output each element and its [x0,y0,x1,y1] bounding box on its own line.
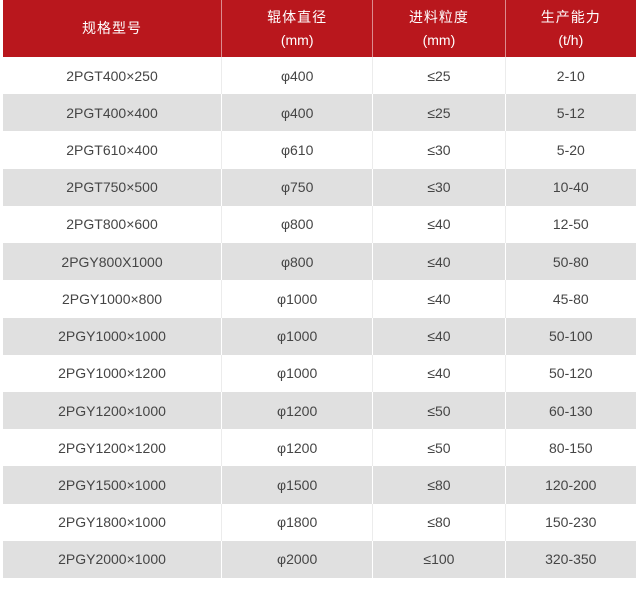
table-row: 2PGT750×500 φ750 ≤30 10-40 [3,168,636,206]
table-cell: 80-150 [549,439,593,456]
table-cell: 50-120 [549,365,593,382]
table-cell: ≤40 [373,280,506,318]
table-cell: 2PGY800X1000 [3,243,223,281]
header-cell-feed-size: 进料粒度 (mm) [373,0,506,57]
table-cell: φ1000 [222,317,374,355]
table-cell: ≤40 [373,205,506,244]
table-cell: 12-50 [552,216,589,233]
table-cell: 2-10 [556,67,585,84]
table-cell: 2PGT750×500 [3,168,223,206]
table-cell: 2PGT800×600 [3,205,223,244]
header-cell-roller-diameter: 辊体直径 (mm) [222,0,374,57]
table-row: 2PGT400×400 φ400 ≤25 5-12 [3,94,636,132]
table-row: 2PGT400×250 φ400 ≤25 2-10 [3,57,636,95]
table-cell: 5-20 [556,142,585,159]
table-cell: 2PGY1200×1200 [3,429,223,467]
table-cell: ≤80 [373,503,506,541]
table-cell: 2PGT400×250 [3,57,223,95]
table-cell: 150-230 [545,514,597,531]
table-cell: φ400 [222,57,374,95]
header-label: 生产能力 [540,8,601,25]
table-cell: φ1000 [222,354,374,392]
table-cell: ≤25 [373,94,506,132]
table-cell: ≤50 [373,391,506,430]
header-unit: (mm) [280,31,314,48]
table-row: 2PGT610×400 φ610 ≤30 5-20 [3,131,636,169]
table-cell: ≤40 [373,243,506,281]
table-cell: 2PGY1000×800 [3,280,223,318]
table-cell: ≤80 [373,466,506,504]
table-cell: 2PGY2000×1000 [3,540,223,579]
header-label: 进料粒度 [408,8,469,25]
table-cell: φ2000 [222,540,374,579]
table-cell: φ1200 [222,429,374,467]
table-row: 2PGY1000×800 φ1000 ≤40 45-80 [3,280,636,318]
table-header-row: 规格型号 辊体直径 (mm) 进料粒度 (mm) 生产能力 (t/h) [3,0,636,57]
table-cell: 2PGY1200×1000 [3,391,223,430]
header-unit: (t/h) [558,31,584,48]
table-cell: 2PGY1800×1000 [3,503,223,541]
table-cell: φ1500 [222,466,374,504]
table-cell: ≤25 [373,57,506,95]
table-cell: 45-80 [552,290,589,307]
table-cell: ≤50 [373,429,506,467]
table-row: 2PGY1000×1200 φ1000 ≤40 50-120 [3,354,636,392]
table-cell: φ400 [222,94,374,132]
table-cell: 2PGT610×400 [3,131,223,169]
header-cell-capacity: 生产能力 (t/h) [506,0,636,57]
table-cell: φ1200 [222,391,374,430]
table-row: 2PGY1200×1000 φ1200 ≤50 60-130 [3,391,636,430]
table-row: 2PGY1500×1000 φ1500 ≤80 120-200 [3,466,636,504]
table-cell: ≤40 [373,317,506,355]
product-spec-table: 规格型号 辊体直径 (mm) 进料粒度 (mm) 生产能力 (t/h) 2PGT… [3,0,636,579]
table-cell: φ800 [222,243,374,281]
header-unit: (mm) [422,31,456,48]
table-cell: 2PGY1500×1000 [3,466,223,504]
table-cell: ≤30 [373,168,506,206]
table-cell: φ800 [222,205,374,244]
table-cell: φ610 [222,131,374,169]
table-cell: 60-130 [549,402,593,419]
table-cell: 50-80 [552,253,589,270]
table-row: 2PGT800×600 φ800 ≤40 12-50 [3,205,636,244]
table-cell: 50-100 [549,328,593,345]
header-label: 辊体直径 [267,8,328,25]
table-row: 2PGY2000×1000 φ2000 ≤100 320-350 [3,540,636,579]
table-cell: 2PGT400×400 [3,94,223,132]
table-cell: 2PGY1000×1000 [3,317,223,355]
table-row: 2PGY800X1000 φ800 ≤40 50-80 [3,243,636,281]
table-row: 2PGY1200×1200 φ1200 ≤50 80-150 [3,429,636,467]
header-cell-model: 规格型号 [3,0,223,57]
table-cell: φ750 [222,168,374,206]
table-row: 2PGY1000×1000 φ1000 ≤40 50-100 [3,317,636,355]
table-cell: ≤30 [373,131,506,169]
table-cell: ≤40 [373,354,506,392]
table-cell: 5-12 [556,104,585,121]
table-body: 2PGT400×250 φ400 ≤25 2-10 2PGT400×400 φ400 ≤25… [3,57,636,579]
table-cell: φ1000 [222,280,374,318]
table-cell: 2PGY1000×1200 [3,354,223,392]
table-cell: φ1800 [222,503,374,541]
header-label: 规格型号 [82,20,142,36]
table-cell: 320-350 [545,551,597,568]
table-row: 2PGY1800×1000 φ1800 ≤80 150-230 [3,503,636,541]
table-cell: ≤100 [373,540,506,579]
table-cell: 120-200 [545,477,597,494]
table-cell: 10-40 [552,179,589,196]
